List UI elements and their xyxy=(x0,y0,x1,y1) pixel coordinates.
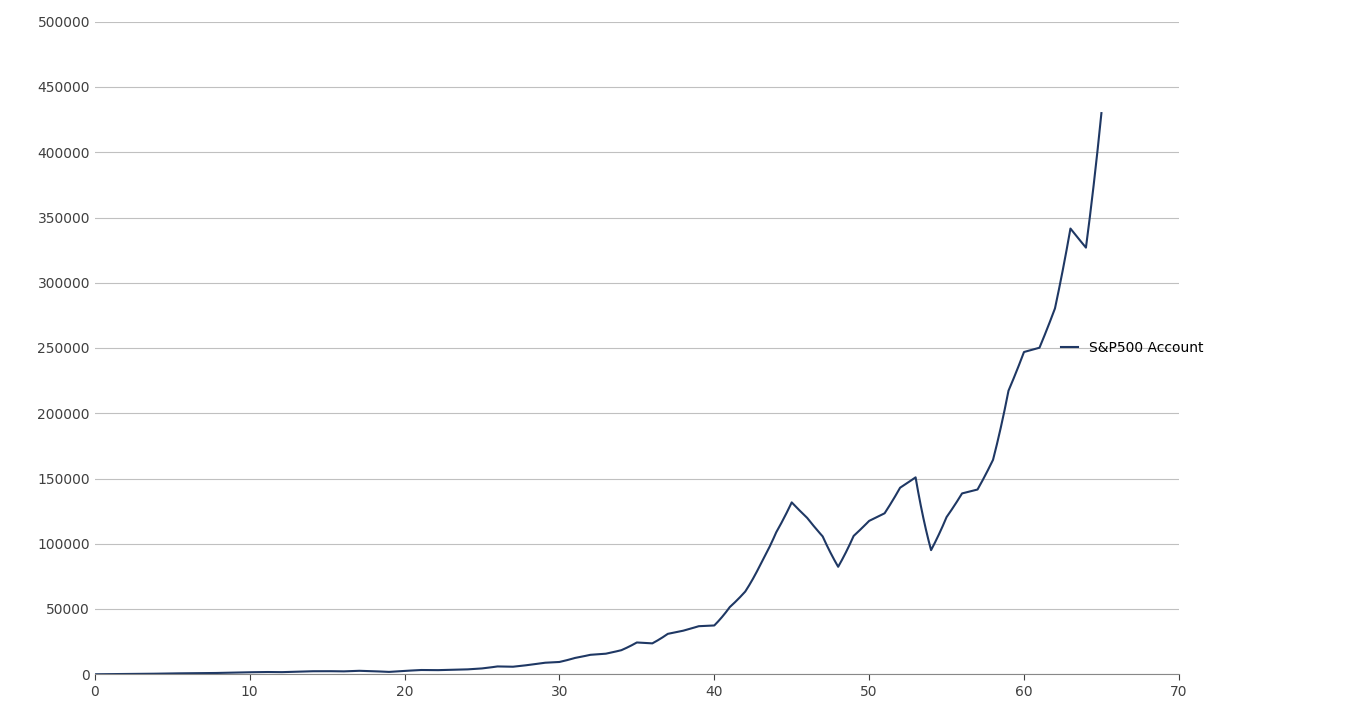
S&P500 Account xyxy=(1093,109,1110,117)
S&P500 Account xyxy=(1031,344,1047,352)
S&P500 Account xyxy=(1022,346,1038,355)
Line: S&P500 Account: S&P500 Account xyxy=(96,113,1102,674)
Legend: S&P500 Account: S&P500 Account xyxy=(1056,336,1209,360)
S&P500 Account xyxy=(88,670,104,679)
S&P500 Account xyxy=(355,666,371,675)
S&P500 Account xyxy=(512,661,528,670)
S&P500 Account xyxy=(332,667,348,676)
S&P500 Account xyxy=(1011,361,1027,370)
